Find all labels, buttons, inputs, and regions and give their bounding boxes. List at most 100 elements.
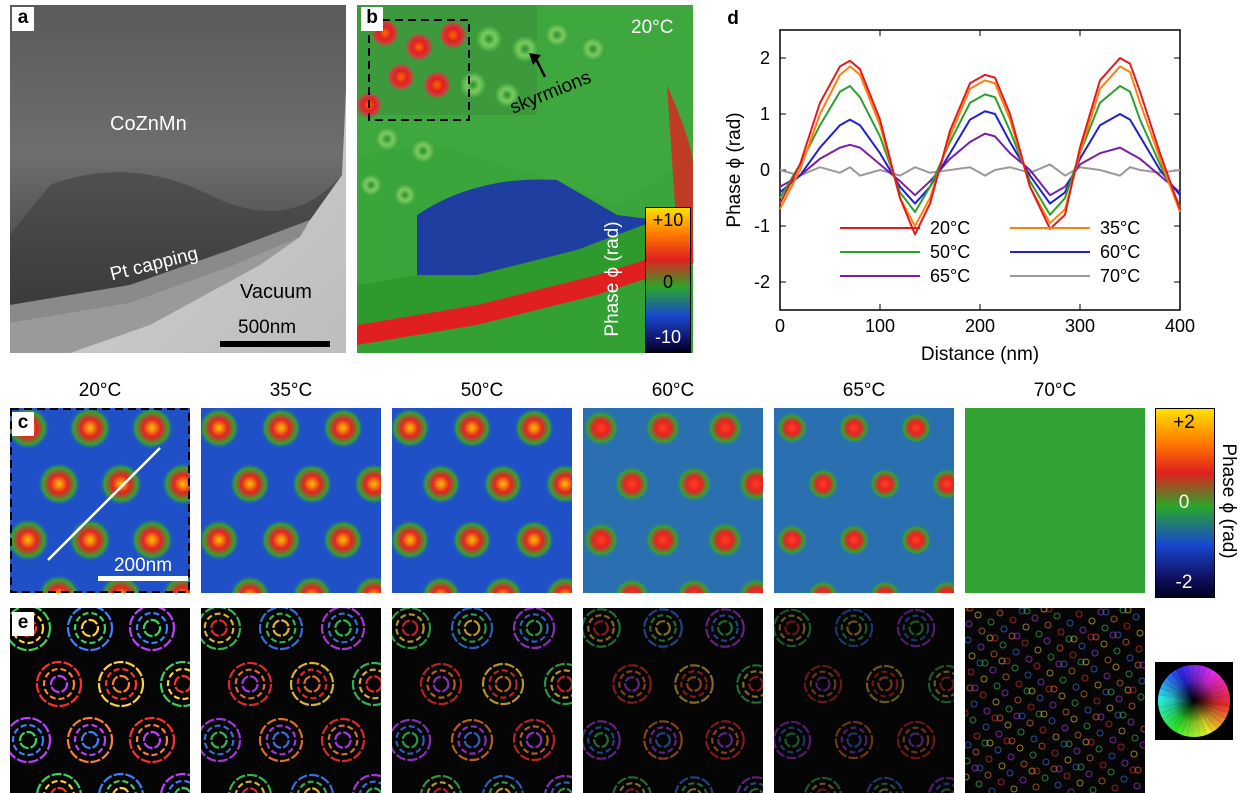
induction-map-35°C bbox=[201, 608, 381, 793]
y-tick-label: -1 bbox=[754, 216, 770, 236]
colorbar-tick-bottom: -10 bbox=[654, 327, 681, 347]
colorbar-c-tick-bottom: -2 bbox=[1175, 572, 1193, 593]
panel-a-label: a bbox=[12, 7, 34, 31]
skyrmion bbox=[99, 462, 143, 506]
skyrmion bbox=[675, 465, 713, 503]
skyrmion bbox=[737, 577, 763, 593]
panel-b-label: b bbox=[361, 7, 383, 31]
y-tick-label: 2 bbox=[760, 48, 770, 68]
skyrmion bbox=[544, 463, 572, 505]
skyrmion bbox=[229, 574, 271, 593]
skyrmion bbox=[392, 519, 431, 561]
skyrmion bbox=[321, 518, 365, 562]
temperature-title: 20°C bbox=[78, 380, 122, 401]
series-line-70°C bbox=[779, 163, 1181, 177]
panel-b: 20°C skyrmions +10 0 -10 Phase ϕ (rad) bbox=[357, 5, 693, 353]
skyrmion bbox=[583, 409, 620, 447]
temperature-title: 50°C bbox=[460, 380, 504, 401]
legend-entry: 35°C bbox=[1100, 218, 1140, 238]
panel-c-label: c bbox=[12, 412, 34, 436]
skyrmion bbox=[68, 408, 112, 450]
induction-map-20°C bbox=[10, 608, 190, 793]
skyrmion bbox=[201, 408, 241, 450]
scalebar-label: 500nm bbox=[238, 317, 297, 338]
x-tick-label: 400 bbox=[1165, 316, 1195, 336]
skyrmion bbox=[451, 408, 493, 449]
skyrmion bbox=[513, 408, 555, 449]
skyrmion bbox=[37, 574, 81, 593]
y-tick-label: -2 bbox=[754, 272, 770, 292]
induction-map-50°C bbox=[392, 608, 572, 793]
skyrmion bbox=[899, 523, 933, 557]
skyrmion bbox=[130, 518, 174, 562]
skyrmion bbox=[837, 411, 871, 445]
skyrmion bbox=[290, 462, 334, 506]
skyrmion bbox=[201, 518, 241, 562]
skyrmion-lattice bbox=[357, 19, 605, 206]
scalebar bbox=[98, 576, 188, 581]
colorbar-c-title: Phase ϕ (rad) bbox=[1218, 443, 1239, 559]
temperature-title: 60°C bbox=[651, 380, 695, 401]
skyrmion bbox=[930, 467, 954, 501]
material-label: CoZnMn bbox=[110, 113, 187, 135]
skyrmion bbox=[737, 465, 763, 503]
y-tick-label: 1 bbox=[760, 104, 770, 124]
skyrmion bbox=[869, 579, 901, 593]
color-wheel-icon bbox=[1155, 662, 1233, 740]
skyrmion bbox=[291, 574, 333, 593]
skyrmion bbox=[775, 411, 809, 445]
skyrmion bbox=[706, 409, 744, 447]
x-tick-label: 200 bbox=[965, 316, 995, 336]
x-tick-label: 0 bbox=[775, 316, 785, 336]
phase-map-70°C bbox=[965, 408, 1145, 593]
colorbar bbox=[645, 207, 691, 353]
skyrmion bbox=[613, 465, 651, 503]
temperature-title: 35°C bbox=[269, 380, 313, 401]
colorbar-tick-mid: 0 bbox=[662, 272, 673, 292]
skyrmion bbox=[392, 408, 431, 449]
tem-image bbox=[10, 5, 346, 353]
skyrmion bbox=[899, 411, 933, 445]
skyrmion bbox=[837, 523, 871, 557]
colorbar-c bbox=[1155, 408, 1215, 598]
induction-map-60°C bbox=[583, 608, 763, 793]
induction-map-65°C bbox=[774, 608, 954, 793]
legend-entry: 50°C bbox=[930, 242, 970, 262]
skyrmion bbox=[259, 408, 303, 450]
skyrmion bbox=[68, 518, 112, 562]
scalebar-label: 200nm bbox=[114, 555, 172, 576]
induction-map-70°C bbox=[965, 608, 1145, 793]
skyrmion bbox=[807, 579, 839, 593]
skyrmion bbox=[868, 467, 902, 501]
zoom-box bbox=[368, 19, 470, 121]
panel-a: CoZnMn Pt capping Vacuum 500nm bbox=[10, 5, 346, 353]
x-tick-label: 100 bbox=[865, 316, 895, 336]
profile-line bbox=[47, 447, 161, 561]
y-tick-label: 0 bbox=[760, 160, 770, 180]
panel-d-label: d bbox=[722, 8, 744, 32]
skyrmion bbox=[259, 518, 303, 562]
skyrmion bbox=[931, 579, 954, 593]
skyrmion bbox=[544, 575, 572, 593]
skyrmion bbox=[420, 575, 462, 593]
skyrmion bbox=[352, 462, 381, 506]
phase-profile-chart: 0 100 200 300 400 -2 -1 0 1 2 Distance (nm) Phase ϕ… bbox=[724, 29, 1195, 365]
skyrmion bbox=[644, 521, 682, 559]
legend-entry: 60°C bbox=[1100, 242, 1140, 262]
phase-map-65°C bbox=[774, 408, 954, 593]
phase-map-20°C: 200nm bbox=[10, 408, 190, 593]
skyrmion bbox=[513, 519, 555, 561]
legend-entry: 70°C bbox=[1100, 266, 1140, 286]
skyrmion bbox=[321, 408, 365, 450]
x-tick-label: 300 bbox=[1065, 316, 1095, 336]
colorbar-title: Phase ϕ (rad) bbox=[602, 221, 623, 337]
temperature-title: 70°C bbox=[1033, 380, 1077, 401]
skyrmion bbox=[644, 409, 682, 447]
phase-map bbox=[357, 5, 693, 353]
skyrmion bbox=[130, 408, 174, 450]
panel-e-label: e bbox=[12, 612, 34, 636]
skyrmion bbox=[353, 574, 381, 593]
skyrmion bbox=[10, 518, 50, 562]
skyrmion bbox=[451, 519, 493, 561]
skyrmion bbox=[161, 462, 190, 506]
